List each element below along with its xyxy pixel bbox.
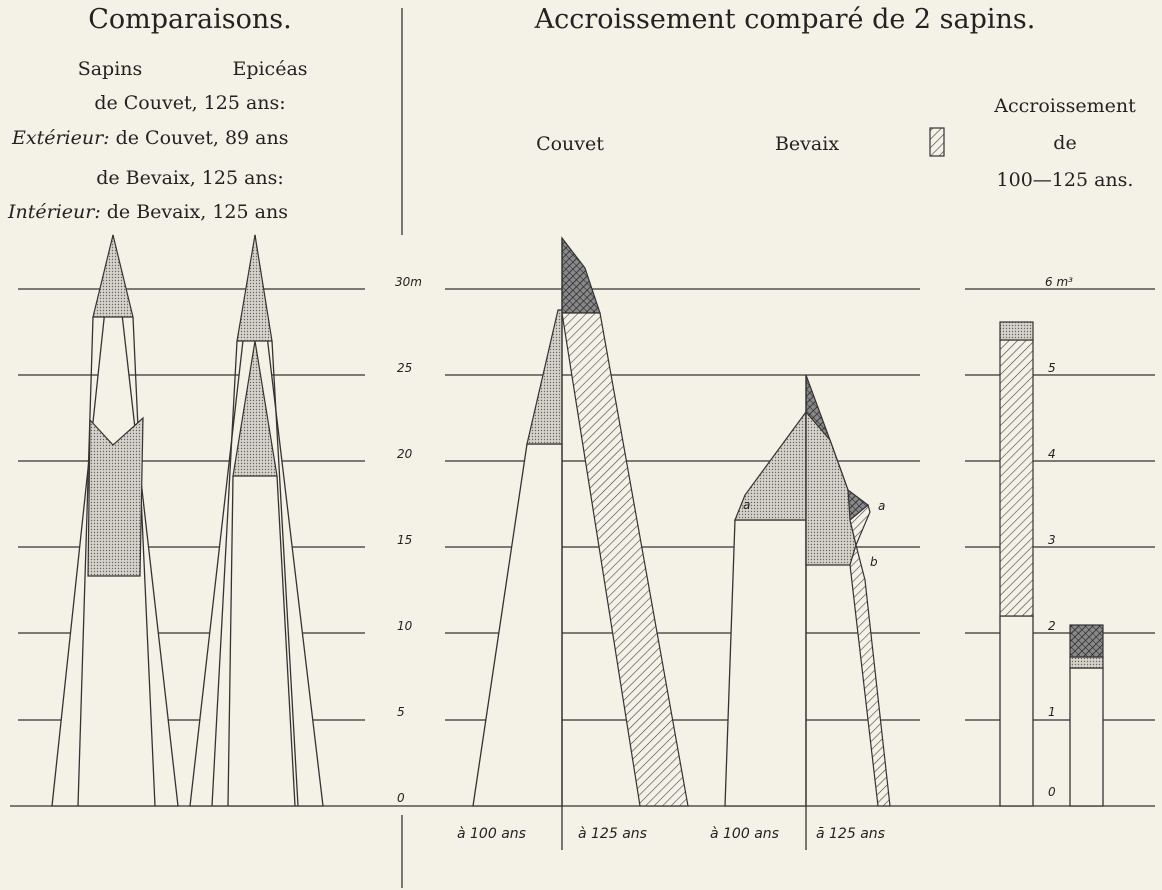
bar-part: [1070, 625, 1103, 657]
age-labels: à 100 ans à 125 ans à 100 ans ā 125 ans: [457, 826, 885, 842]
tick-label: 1: [1048, 705, 1056, 719]
tree-label: Bevaix: [775, 133, 839, 155]
age-label: à 100 ans: [710, 826, 779, 842]
legend-text: Intérieur: de Bevaix, 125 ans: [7, 201, 288, 223]
legend-text: Accroissement: [993, 95, 1136, 117]
growth-band: [850, 505, 890, 806]
legend-right: Couvet Bevaix Accroissement de 100—125 a…: [536, 95, 1136, 191]
top-125: [806, 412, 856, 565]
left-title: Comparaisons.: [88, 4, 291, 35]
legend-text: Extérieur:: [11, 127, 110, 149]
tree-bevaix: [725, 375, 890, 850]
tick-label: 2: [1048, 619, 1056, 633]
half-100: [725, 520, 806, 806]
point-label: b: [870, 555, 878, 569]
volume-bars: [1000, 322, 1103, 806]
tick-label: 5: [397, 705, 405, 719]
height-axis: 30m 25 20 15 10 5 0: [395, 275, 422, 805]
tick-label: 15: [397, 533, 412, 547]
age-label: à 125 ans: [578, 826, 647, 842]
tick-label: 5: [1048, 361, 1056, 375]
tree-label: Couvet: [536, 133, 604, 155]
tick-label: 10: [397, 619, 413, 633]
tree-couvet: [473, 238, 688, 850]
legend-left: Sapins Epicéas de Couvet, 125 ans: Extér…: [7, 58, 308, 223]
legend-text: de: [1053, 132, 1076, 154]
half-100: [473, 444, 562, 806]
tick-label: 25: [397, 361, 412, 375]
growth-band: [562, 313, 688, 806]
legend-text: Sapins: [78, 58, 143, 80]
tree-epicea: [190, 235, 323, 806]
legend-text: 100—125 ans.: [997, 169, 1134, 191]
tick-label: 30m: [395, 275, 422, 289]
legend-text: de Couvet, 89 ans: [116, 127, 289, 149]
tree-sapin: [52, 235, 178, 806]
tick-label: 20: [397, 447, 413, 461]
tree-top: [237, 235, 272, 341]
growth-top: [562, 238, 600, 313]
grid-line: [965, 289, 1155, 720]
legend-text: Extérieur: de Couvet, 89 ans: [11, 127, 288, 149]
legend-text: Epicéas: [232, 58, 307, 80]
tree-top: [93, 235, 133, 317]
tick-label: 0: [1048, 785, 1056, 799]
bar-part: [1000, 616, 1033, 806]
legend-swatch: [930, 128, 944, 156]
age-label: ā 125 ans: [816, 826, 885, 842]
bar-part: [1000, 322, 1033, 340]
age-label: à 100 ans: [457, 826, 526, 842]
top-100: [527, 310, 562, 444]
bar-part: [1000, 340, 1033, 616]
point-label: a: [743, 498, 750, 512]
bar-part: [1070, 657, 1103, 668]
legend-text: Intérieur:: [7, 201, 101, 223]
tick-label: 6 m³: [1045, 275, 1073, 289]
right-title: Accroissement comparé de 2 sapins.: [534, 4, 1036, 35]
legend-text: de Bevaix, 125 ans:: [96, 167, 284, 189]
tick-label: 0: [397, 791, 405, 805]
legend-text: de Couvet, 125 ans:: [94, 92, 285, 114]
legend-text: de Bevaix, 125 ans: [107, 201, 288, 223]
bar-part: [1070, 668, 1103, 806]
point-label: a: [878, 499, 885, 513]
diagram: Comparaisons. Accroissement comparé de 2…: [0, 0, 1162, 890]
tick-label: 4: [1048, 447, 1056, 461]
tick-label: 3: [1048, 533, 1056, 547]
